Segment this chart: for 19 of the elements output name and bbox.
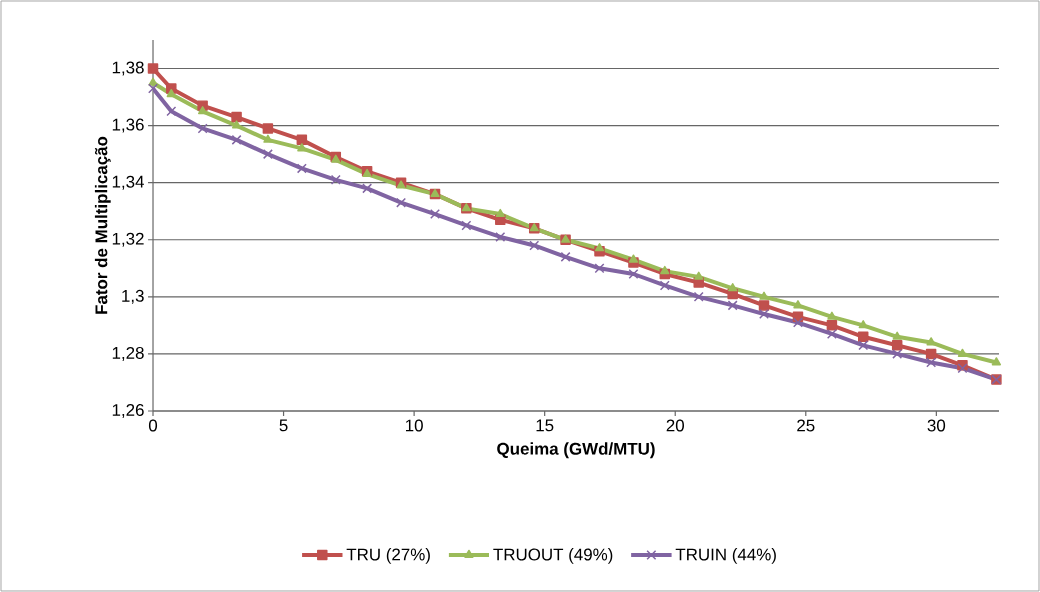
legend-label: TRUOUT (49%) xyxy=(493,548,613,564)
y-tick-label: 1,32 xyxy=(112,232,144,247)
y-tick-label: 1,3 xyxy=(122,289,144,304)
x-tick-label: 15 xyxy=(536,419,554,432)
y-tick-label: 1,38 xyxy=(112,61,144,76)
y-tick-label: 1,26 xyxy=(112,403,144,418)
x-tick-label: 20 xyxy=(666,419,684,432)
x-tick-label: 5 xyxy=(279,419,288,432)
x-tick-label: 0 xyxy=(148,419,158,432)
x-tick-label: 10 xyxy=(406,419,423,432)
legend-label: TRUIN (44%) xyxy=(675,548,776,564)
x-axis-title: Queima (GWd/MTU) xyxy=(497,442,655,459)
legend-label: TRU (27%) xyxy=(346,548,430,564)
x-tick-label: 30 xyxy=(927,419,946,432)
y-tick-label: 1,36 xyxy=(112,118,144,133)
x-tick-label: 25 xyxy=(797,419,815,432)
y-axis-title: Fator de Multiplicação xyxy=(94,136,111,314)
y-tick-label: 1,28 xyxy=(112,346,144,361)
y-tick-label: 1,34 xyxy=(112,175,144,190)
